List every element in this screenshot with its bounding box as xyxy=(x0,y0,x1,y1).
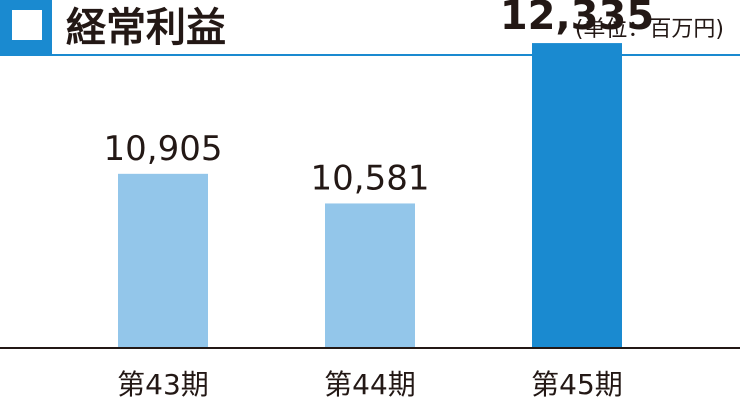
chart-title: 経常利益 xyxy=(66,5,226,51)
header-rule xyxy=(52,54,740,56)
category-label-2: 第44期 xyxy=(324,368,416,401)
category-label-3: 第45期 xyxy=(531,368,623,401)
unit-label: (単位：百万円) xyxy=(574,17,724,42)
data-label-2: 10,581 xyxy=(311,158,430,198)
category-label-1: 第43期 xyxy=(117,368,209,401)
bar-1 xyxy=(118,173,208,348)
header-square-icon xyxy=(12,10,42,40)
bar-2 xyxy=(325,203,415,348)
data-label-3: 12,335 xyxy=(500,0,654,39)
data-label-1: 10,905 xyxy=(104,129,223,169)
bar-3 xyxy=(532,43,622,348)
